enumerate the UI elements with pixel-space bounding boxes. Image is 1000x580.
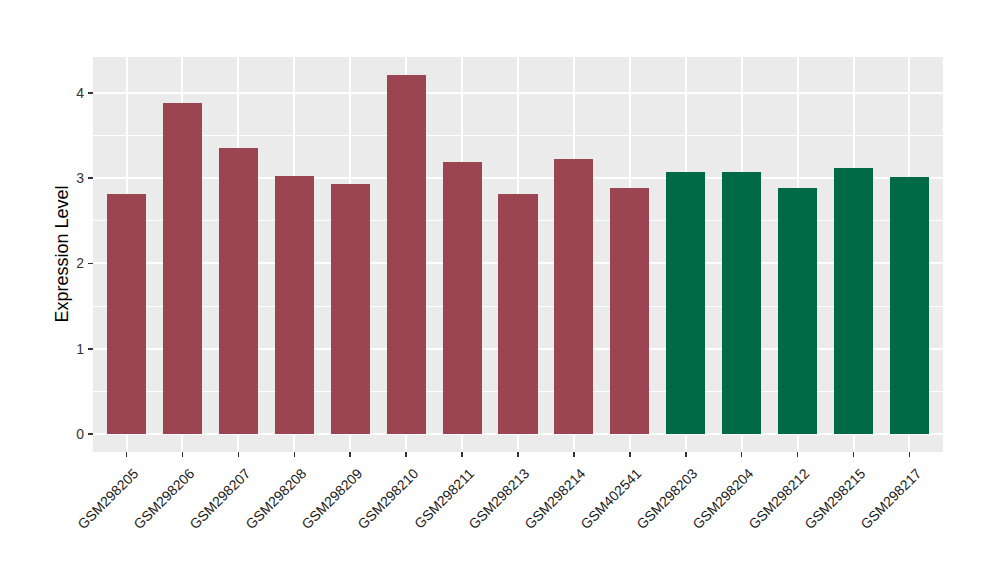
x-tick-mark	[461, 452, 463, 457]
bar-GSM298217	[890, 177, 929, 434]
x-tick-mark	[405, 452, 407, 457]
y-tick-mark	[88, 348, 93, 350]
x-tick-mark	[349, 452, 351, 457]
x-tick-mark	[573, 452, 575, 457]
x-tick-mark	[629, 452, 631, 457]
bar-GSM298215	[834, 168, 873, 434]
x-tick-mark	[126, 452, 128, 457]
y-tick-label: 0	[54, 427, 84, 441]
x-tick-mark	[741, 452, 743, 457]
plot-panel	[93, 57, 943, 452]
bar-GSM298213	[498, 194, 537, 435]
bar-GSM298212	[778, 188, 817, 434]
bar-GSM402541	[610, 188, 649, 434]
x-tick-mark	[294, 452, 296, 457]
bar-GSM298206	[163, 103, 202, 434]
y-tick-mark	[88, 92, 93, 94]
bar-GSM298204	[722, 172, 761, 434]
y-tick-label: 2	[54, 256, 84, 270]
expression-level-bar-chart: Expression Level 01234 GSM298205GSM29820…	[0, 0, 1000, 580]
bar-GSM298214	[554, 159, 593, 434]
y-tick-mark	[88, 433, 93, 435]
x-tick-mark	[853, 452, 855, 457]
y-tick-label: 1	[54, 342, 84, 356]
bar-GSM298205	[107, 194, 146, 435]
x-tick-mark	[685, 452, 687, 457]
x-tick-mark	[182, 452, 184, 457]
y-tick-label: 4	[54, 86, 84, 100]
y-tick-mark	[88, 263, 93, 265]
y-tick-label: 3	[54, 171, 84, 185]
x-tick-mark	[517, 452, 519, 457]
bar-GSM298209	[331, 184, 370, 434]
bar-GSM298210	[387, 75, 426, 434]
x-tick-mark	[797, 452, 799, 457]
x-tick-mark	[238, 452, 240, 457]
bar-GSM298203	[666, 172, 705, 434]
y-tick-mark	[88, 177, 93, 179]
bar-GSM298208	[275, 176, 314, 434]
bar-GSM298207	[219, 148, 258, 434]
y-axis-title: Expression Level	[52, 185, 73, 322]
bar-GSM298211	[443, 162, 482, 434]
x-tick-mark	[909, 452, 911, 457]
